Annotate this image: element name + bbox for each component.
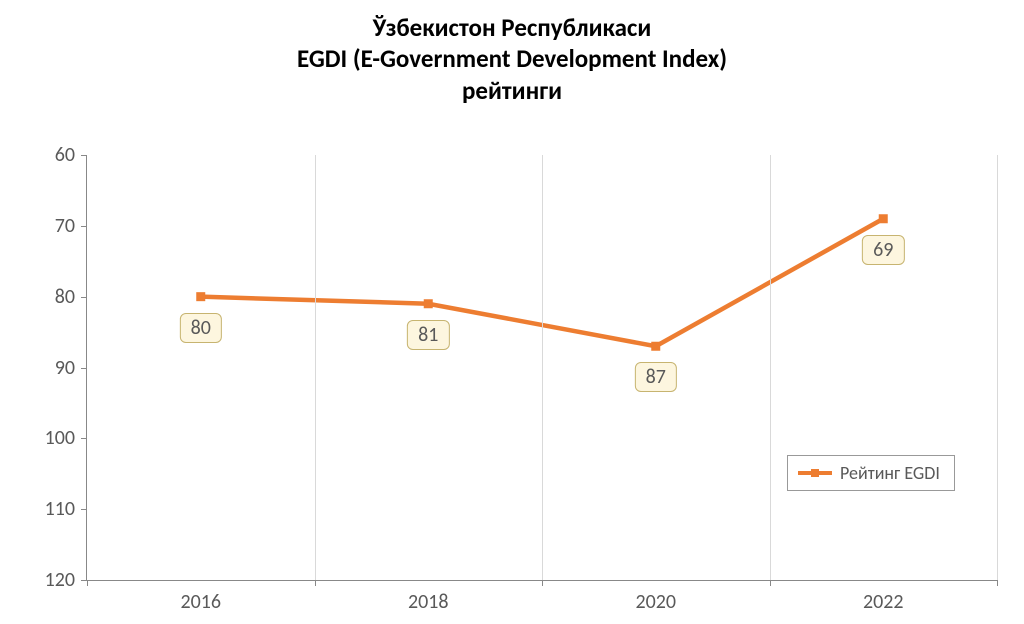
x-tick-label: 2016 [180, 590, 221, 614]
x-tick-mark [542, 580, 543, 586]
x-tick-mark [770, 580, 771, 586]
title-line-3: рейтинги [0, 75, 1024, 106]
x-tick-mark [997, 580, 998, 586]
series-marker [651, 342, 660, 351]
gridline-vertical [997, 155, 998, 580]
y-tick-mark [81, 368, 87, 369]
y-tick-mark [81, 297, 87, 298]
y-tick-label: 120 [45, 568, 75, 592]
legend-marker [798, 471, 832, 475]
data-label: 69 [862, 235, 904, 265]
y-tick-mark [81, 226, 87, 227]
x-tick-mark [87, 580, 88, 586]
chart-title: Ўзбекистон Республикаси EGDI (E-Governme… [0, 12, 1024, 106]
gridline-vertical [542, 155, 543, 580]
y-tick-mark [81, 438, 87, 439]
data-label: 81 [407, 320, 449, 350]
series-marker [424, 299, 433, 308]
legend: Рейтинг EGDI [787, 455, 955, 491]
x-tick-mark [315, 580, 316, 586]
series-marker [879, 214, 888, 223]
y-tick-label: 80 [55, 285, 75, 309]
data-label: 87 [635, 362, 677, 392]
title-line-2: EGDI (E-Government Development Index) [0, 43, 1024, 74]
series-marker [196, 292, 205, 301]
y-tick-mark [81, 155, 87, 156]
title-line-1: Ўзбекистон Республикаси [0, 12, 1024, 43]
y-tick-label: 90 [55, 356, 75, 380]
gridline-vertical [315, 155, 316, 580]
x-tick-label: 2018 [408, 590, 449, 614]
plot-area: Рейтинг EGDI 607080901001101202016201820… [86, 155, 997, 581]
gridline-vertical [770, 155, 771, 580]
y-tick-label: 60 [55, 143, 75, 167]
x-tick-label: 2022 [863, 590, 904, 614]
chart-container: Ўзбекистон Республикаси EGDI (E-Governme… [0, 0, 1024, 624]
x-tick-label: 2020 [635, 590, 676, 614]
y-tick-mark [81, 509, 87, 510]
data-label: 80 [180, 313, 222, 343]
y-tick-label: 70 [55, 214, 75, 238]
y-tick-label: 110 [45, 497, 75, 521]
legend-label: Рейтинг EGDI [840, 462, 940, 484]
y-tick-label: 100 [45, 426, 75, 450]
